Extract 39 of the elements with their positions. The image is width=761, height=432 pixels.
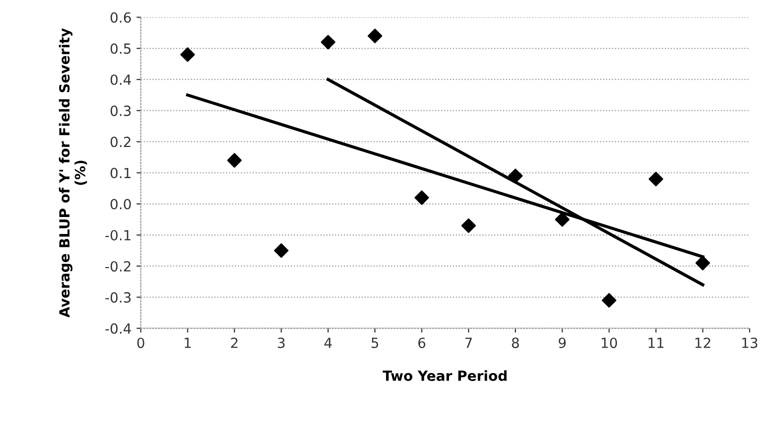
y-tick-label: 0.4: [110, 74, 131, 85]
x-tick-label: 2: [231, 338, 238, 348]
x-tick-label: 10: [602, 338, 618, 348]
x-tick-label: 11: [648, 338, 664, 348]
point: [695, 256, 710, 270]
x-tick-label: 13: [742, 338, 758, 348]
y-tick-label: 0.3: [110, 106, 131, 116]
point: [368, 28, 382, 44]
y-tick-label: 0.5: [110, 43, 131, 54]
x-tick-label: 8: [512, 338, 519, 348]
x-tick-label: 4: [324, 338, 332, 348]
y-tick-label: -0.2: [105, 261, 130, 272]
x-tick-label: 12: [695, 338, 710, 348]
x-axis-title: Two Year Period: [382, 370, 507, 381]
y-tick-label: 0.2: [110, 136, 130, 148]
point: [320, 34, 336, 50]
y-axis-title: Average BLUP of Y' for Field Severity (%): [58, 28, 87, 318]
y-tick-label: 0.1: [110, 168, 130, 178]
point: [414, 190, 430, 205]
point: [227, 153, 242, 168]
x-tick-label: 9: [558, 338, 566, 348]
y-tick-label: -0.3: [105, 292, 131, 303]
point: [180, 47, 195, 62]
x-tick-label: 0: [137, 338, 144, 348]
y-tick-label: 0.6: [110, 12, 131, 23]
point: [508, 168, 523, 184]
point: [648, 172, 664, 186]
y-tick-label: 0.0: [110, 198, 131, 210]
point: [554, 212, 570, 227]
x-tick-label: 1: [184, 338, 191, 348]
y-tick-label: -0.1: [105, 230, 130, 240]
x-tick-label: 7: [465, 338, 472, 348]
x-tick-label: 6: [418, 338, 426, 348]
y-tick-label: -0.4: [105, 323, 131, 334]
point: [461, 218, 476, 233]
point: [274, 243, 289, 258]
x-tick-label: 5: [372, 338, 378, 348]
point: [602, 293, 616, 308]
x-tick-label: 3: [278, 338, 285, 348]
